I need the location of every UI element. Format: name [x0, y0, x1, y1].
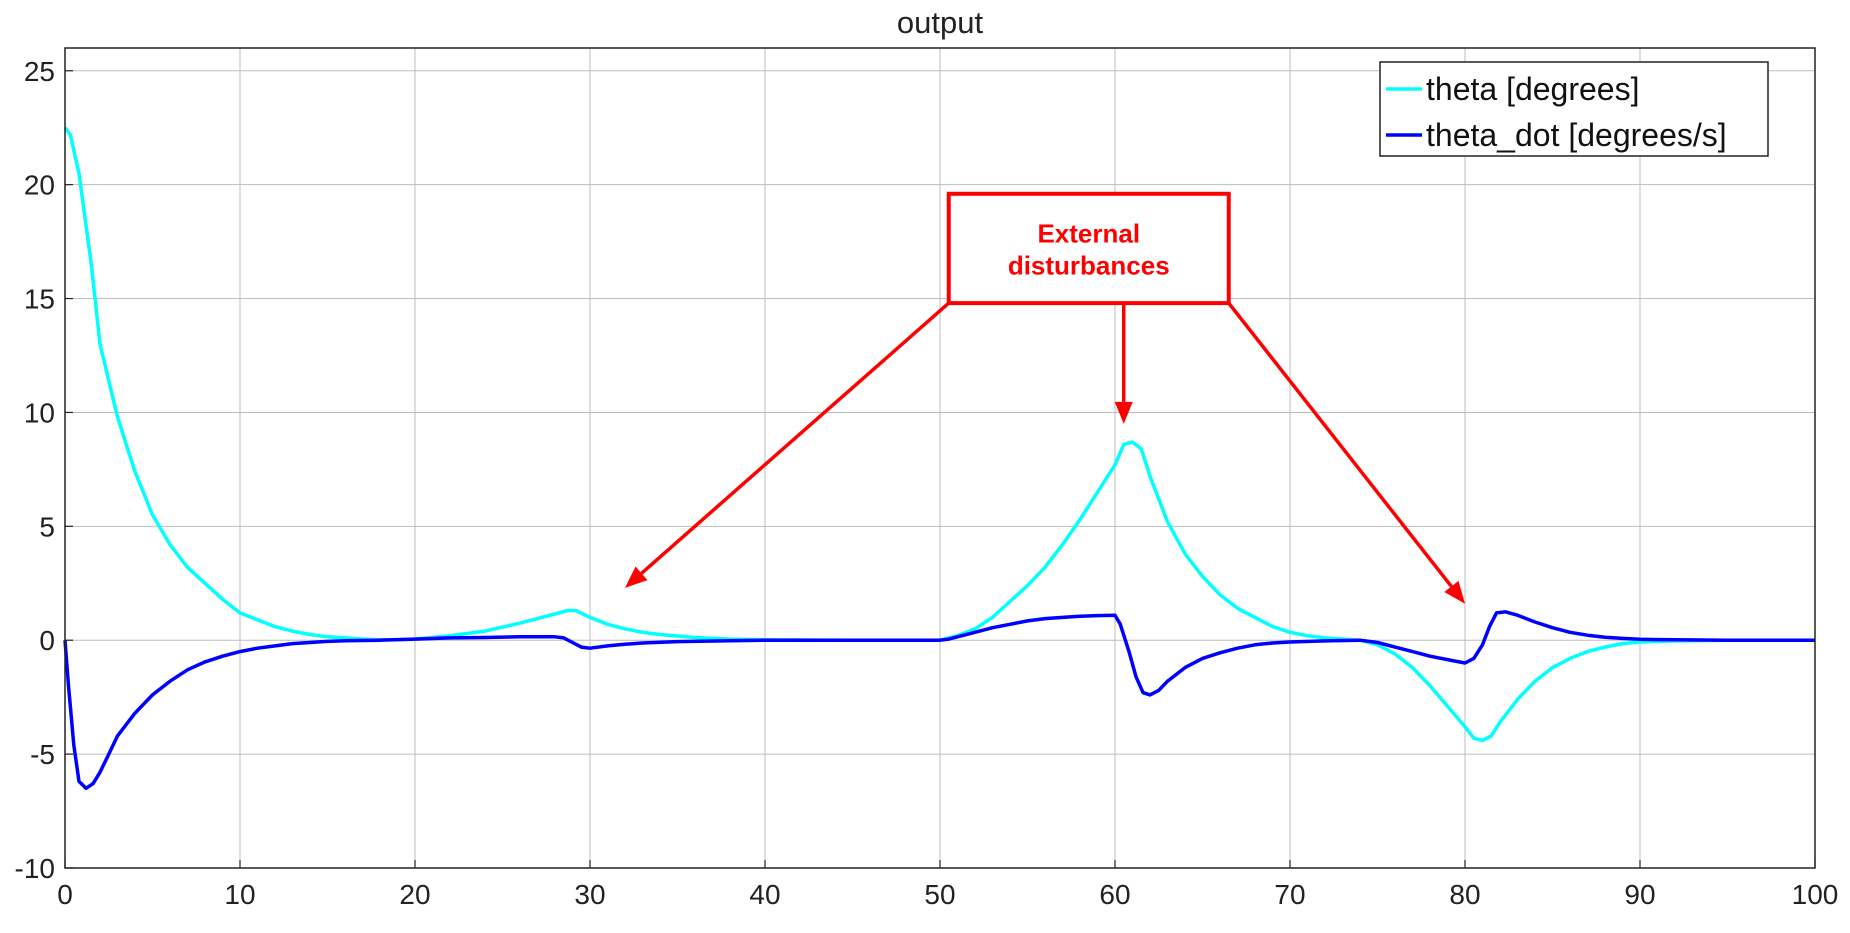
x-tick-label: 30	[574, 879, 605, 910]
x-tick-label: 50	[924, 879, 955, 910]
series-line-theta	[63, 126, 1815, 743]
x-tick-label: 40	[749, 879, 780, 910]
y-tick-label: 0	[39, 625, 55, 656]
series-layer	[63, 126, 1815, 791]
grid-layer	[64, 48, 1816, 869]
legend: theta [degrees] theta_dot [degrees/s]	[1379, 61, 1769, 157]
legend-box	[1379, 61, 1769, 157]
axis-layer: 0 10 20 30 40 50 60 70 80 90 100 -10 -5 0 5 10 15 20 25	[15, 56, 1839, 910]
y-tick-label: 15	[24, 284, 55, 315]
x-tick-label: 100	[1792, 879, 1839, 910]
x-tick-label: 0	[57, 879, 73, 910]
annotation-arrow-line	[640, 301, 950, 575]
annotation-text: disturbances	[1008, 250, 1170, 280]
x-tick-label: 60	[1099, 879, 1130, 910]
x-tick-label: 10	[224, 879, 255, 910]
y-tick-label: 25	[24, 56, 55, 87]
annotation-arrow-line	[1227, 302, 1453, 588]
annotation-arrow-head	[1114, 401, 1133, 424]
chart-title: output	[897, 5, 984, 40]
y-tick-label: 10	[24, 397, 55, 428]
y-tick-label: -10	[15, 853, 55, 884]
legend-label: theta_dot [degrees/s]	[1426, 117, 1727, 153]
x-tick-label: 20	[399, 879, 430, 910]
annotation-arrow-head	[625, 566, 648, 588]
x-tick-label: 70	[1274, 879, 1305, 910]
annotation-box	[946, 191, 1231, 306]
y-tick-label: 5	[39, 511, 55, 542]
y-tick-label: 20	[24, 170, 55, 201]
x-tick-label: 90	[1624, 879, 1655, 910]
annotation-arrow-head	[1444, 580, 1465, 604]
annotation-text: External	[1037, 218, 1140, 248]
y-tick-label: -5	[30, 739, 55, 770]
series-line-theta-dot	[63, 610, 1815, 791]
x-tick-label: 80	[1449, 879, 1480, 910]
legend-label: theta [degrees]	[1426, 71, 1639, 107]
